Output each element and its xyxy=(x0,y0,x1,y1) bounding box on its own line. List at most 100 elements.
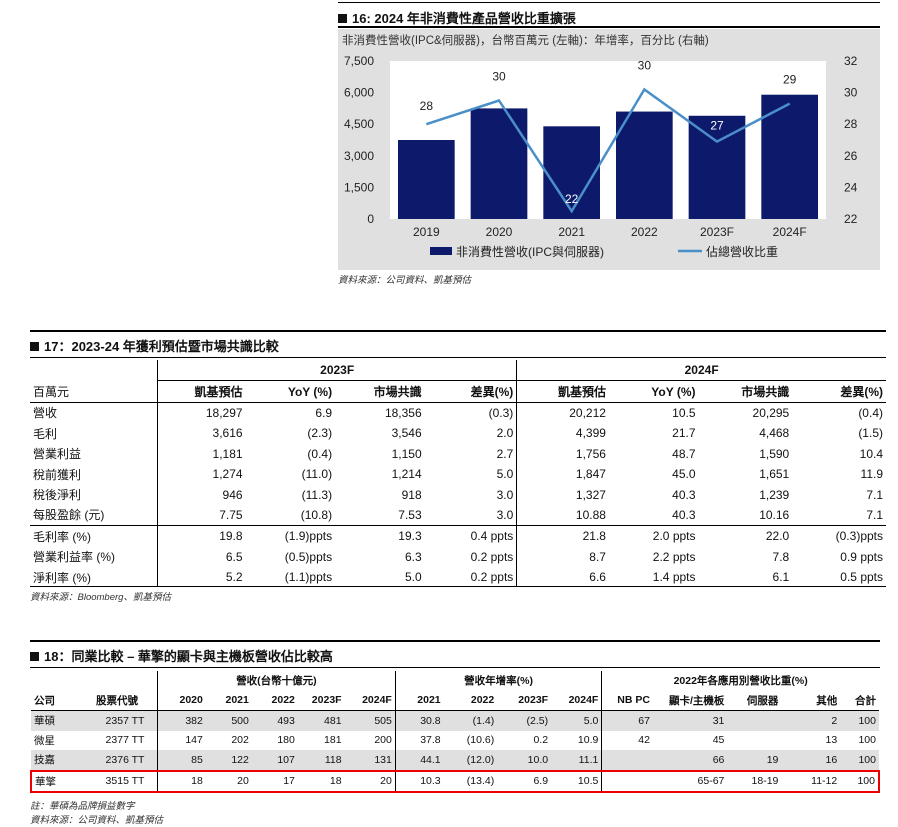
table-cell: (0.3)ppts xyxy=(835,529,883,544)
bar xyxy=(397,140,455,219)
table-cell: 7.8 xyxy=(772,549,790,564)
x-tick-label: 2020 xyxy=(486,225,513,239)
fig16-title-rule xyxy=(338,26,880,28)
table-cell: 31 xyxy=(652,710,728,731)
table-cell: 2376 TT xyxy=(92,750,158,771)
table-cell: 65-67 xyxy=(652,769,728,793)
table-cell: 48.7 xyxy=(672,446,696,461)
table-cell: 5.0 xyxy=(496,467,514,482)
table-cell: (10.6) xyxy=(466,734,495,747)
table-cell: 3515 TT xyxy=(92,769,158,793)
table-cell: 6.5 xyxy=(157,546,246,567)
table-cell: 45 xyxy=(712,734,725,747)
right-axis-ticks: 22 24 26 28 30 32 xyxy=(844,54,858,226)
table-cell: 7.53 xyxy=(398,507,422,522)
table-cell: 6.9 xyxy=(497,769,552,793)
table-row: 技嘉 2376 TT 85 122 107 118 131 44.1 (12.0) 10.0 11.… xyxy=(31,750,879,771)
line-data-label: 28 xyxy=(420,99,434,113)
table-cell: 40.3 xyxy=(672,507,696,522)
table-cell: 10.4 xyxy=(859,446,883,461)
table-cell: 1,327 xyxy=(516,484,609,505)
table-cell: 11.1 xyxy=(551,750,602,771)
right-tick-label: 26 xyxy=(844,149,858,163)
table-cell: (0.4) xyxy=(858,405,883,420)
group-mix: 2022年各應用別營收比重(%) xyxy=(601,671,879,691)
table-cell: 20 xyxy=(205,769,252,793)
table-cell: 37.8 xyxy=(394,730,444,750)
table-cell: 7.1 xyxy=(866,487,883,502)
group-header-row: 2023F 2024F xyxy=(30,360,886,382)
table-cell: 30.8 xyxy=(394,710,444,731)
table-cell: 5.0 xyxy=(404,570,422,585)
line-series xyxy=(425,87,791,214)
table-cell: 0.2 xyxy=(533,734,549,747)
fig18-top-rule xyxy=(30,640,880,642)
table-cell: 10.0 xyxy=(497,750,552,771)
table-row: 營業利益 1,181 (0.4) 1,150 2.7 1,756 48.7 1,590 10.4 xyxy=(30,443,886,464)
table-cell: 4,468 xyxy=(759,426,790,441)
fig18-body: 華碩 2357 TT 382 500 493 481 505 30.8 (1.4) (2.5) 5.… xyxy=(30,710,880,793)
x-axis-ticks: 2019 2020 2021 2022 2023F 2024F xyxy=(413,225,807,239)
x-tick-label: 2023F xyxy=(700,225,734,239)
table-row: 每股盈餘 (元) 7.75 (10.8) 7.53 3.0 10.88 40.3 10.16 7… xyxy=(30,504,886,526)
table-cell: (13.4) xyxy=(443,769,498,793)
fig17-top-rule xyxy=(30,330,886,332)
table-cell: 7.1 xyxy=(866,507,883,522)
group-2023f: 2023F xyxy=(157,360,517,382)
table-cell: 20,295 xyxy=(752,405,790,420)
table-cell: 2.7 xyxy=(496,446,514,461)
table-cell: 44.1 xyxy=(394,750,444,771)
table-row: 淨利率 (%) 5.2 (1.1)ppts 5.0 0.2 ppts 6.6 1.4 ppt… xyxy=(30,566,886,588)
table-cell: 0.9 ppts xyxy=(840,549,883,564)
row-label: 營收 xyxy=(33,406,58,421)
table-cell: 0.2 ppts xyxy=(470,549,514,564)
row-label: 營業利益 xyxy=(33,447,82,462)
col-header: 顯卡/主機板 xyxy=(668,694,725,707)
x-tick-label: 2024F xyxy=(773,225,807,239)
table-cell: 5.0 xyxy=(551,710,602,731)
bar xyxy=(615,111,673,219)
row-label: 稅後淨利 xyxy=(33,488,82,503)
left-tick-label: 6,000 xyxy=(344,86,374,100)
col-header: 股票代號 xyxy=(95,694,138,707)
bar xyxy=(470,108,528,219)
fig17-body: 營收 18,297 6.9 18,356 (0.3) 20,212 10.5 20,295 (0… xyxy=(30,402,886,588)
square-bullet-icon xyxy=(30,342,39,351)
table-cell: 0.4 ppts xyxy=(470,529,514,544)
table-cell: 100 xyxy=(840,769,880,793)
table-cell: 22.0 xyxy=(765,529,790,544)
table-cell: (1.5) xyxy=(858,426,883,441)
table-cell: 5.2 xyxy=(157,566,246,588)
square-bullet-icon xyxy=(338,14,347,23)
col-header: 其他 xyxy=(816,694,838,707)
fig17-title: 17：2023-24 年獲利預估暨市場共識比較 xyxy=(30,336,279,355)
table-cell: 1,214 xyxy=(391,467,422,482)
table-cell: 40.3 xyxy=(672,487,696,502)
table-row: 毛利 3,616 (2.3) 3,546 2.0 4,399 21.7 4,468 (1.5) xyxy=(30,423,886,444)
table-cell: 13 xyxy=(825,734,838,747)
table-cell: 2.0 ppts xyxy=(652,529,696,544)
bar xyxy=(543,126,601,219)
table-cell: 11.9 xyxy=(860,467,883,482)
table-cell: 6.1 xyxy=(772,570,790,585)
table-cell: 1,847 xyxy=(516,463,609,485)
table-cell: 42 xyxy=(601,730,653,750)
table-cell: 85 xyxy=(157,750,206,771)
left-tick-label: 7,500 xyxy=(344,54,374,68)
table-cell: 100 xyxy=(840,710,879,731)
table-cell: 918 xyxy=(401,487,422,502)
table-cell: 10.5 xyxy=(672,405,696,420)
table-cell: 1,590 xyxy=(759,446,790,461)
table-cell: 0.2 ppts xyxy=(470,570,514,585)
table-cell: 華擎 xyxy=(30,769,93,793)
table-cell: 18 xyxy=(157,769,206,793)
plot-area xyxy=(390,61,826,219)
col-header: 差異(%) xyxy=(840,385,883,400)
table-cell: (10.8) xyxy=(300,507,333,522)
table-cell: 10.9 xyxy=(577,734,599,747)
table-row: 稅前獲利 1,274 (11.0) 1,214 5.0 1,847 45.0 1,651 11.… xyxy=(30,463,886,485)
unit-label: 百萬元 xyxy=(33,384,70,399)
col-header: 2020 xyxy=(157,690,206,711)
table-cell: 4,399 xyxy=(516,423,609,444)
left-tick-label: 0 xyxy=(367,212,374,226)
